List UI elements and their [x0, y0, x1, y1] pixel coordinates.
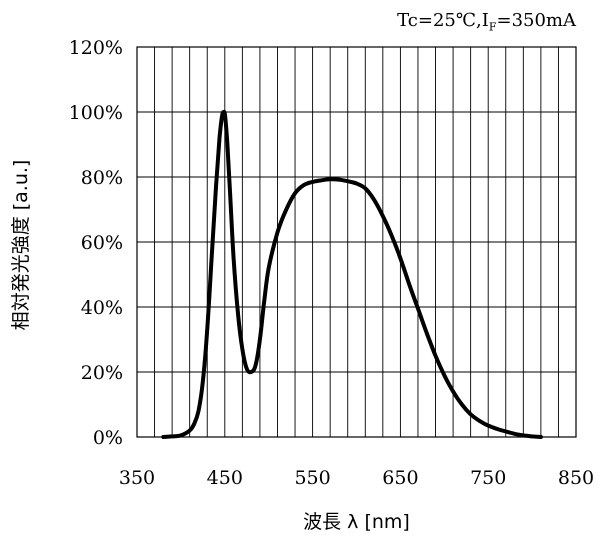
y-tick-label: 100%: [69, 102, 123, 124]
x-tick-label: 850: [558, 467, 594, 489]
measurement-conditions: Tc=25℃,IF=350mA: [397, 10, 576, 34]
current-value: =350mA: [496, 10, 576, 31]
x-tick-label: 750: [470, 467, 506, 489]
x-tick-label: 450: [207, 467, 243, 489]
grid-lines: [137, 47, 576, 437]
y-tick-label: 40%: [81, 297, 123, 319]
y-axis-label: 相対発光強度 [a.u.]: [10, 160, 32, 331]
x-tick-label: 350: [119, 467, 155, 489]
x-tick-label: 650: [382, 467, 418, 489]
y-tick-label: 0%: [93, 427, 123, 449]
current-symbol: I: [481, 10, 489, 31]
spectrum-line: [161, 109, 543, 439]
y-tick-label: 60%: [81, 232, 123, 254]
y-tick-label: 20%: [81, 362, 123, 384]
x-axis-label: 波長 λ [nm]: [303, 511, 410, 533]
y-tick-label: 120%: [69, 37, 123, 59]
y-tick-label: 80%: [81, 167, 123, 189]
y-tick-labels: 0% 20% 40% 60% 80% 100% 120%: [69, 37, 123, 449]
x-tick-label: 550: [294, 467, 330, 489]
temperature-condition: Tc=25℃,: [397, 10, 482, 31]
plot-frame: [136, 46, 577, 438]
x-tick-labels: 350 450 550 650 750 850: [119, 467, 594, 489]
current-subscript: F: [488, 20, 497, 34]
